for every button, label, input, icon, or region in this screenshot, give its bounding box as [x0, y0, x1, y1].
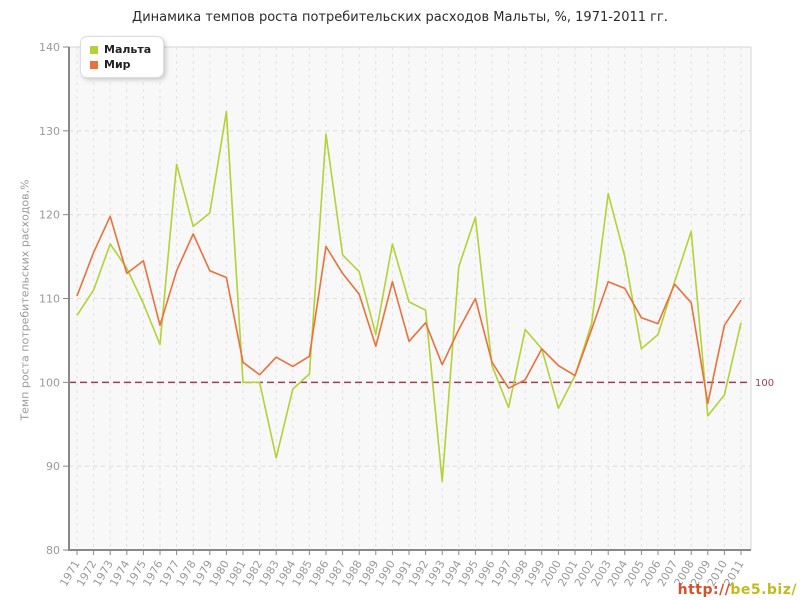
legend-item-malta: Мальта: [90, 42, 151, 57]
legend-label-malta: Мальта: [104, 43, 152, 56]
watermark-domain: be5.biz/: [730, 582, 797, 598]
watermark-link[interactable]: http://be5.biz/: [678, 582, 797, 598]
y-tick-label: 90: [46, 460, 60, 473]
y-tick-label: 120: [39, 209, 60, 222]
series-line-mir: [76, 215, 742, 405]
y-tick-label: 140: [39, 41, 60, 54]
mir-series-swatch: [90, 60, 98, 69]
series-line-malta: [76, 110, 742, 483]
legend-label-mir: Мир: [104, 58, 131, 71]
chart-title: Динамика темпов роста потребительских ра…: [132, 10, 668, 25]
y-tick-label: 80: [46, 544, 60, 557]
legend-item-mir: Мир: [90, 57, 151, 72]
reference-line-label: 100: [755, 378, 774, 389]
watermark-protocol: http://: [677, 582, 731, 598]
y-tick-label: 100: [39, 376, 60, 389]
malta-series-swatch: [90, 45, 98, 54]
y-tick-label: 130: [39, 125, 60, 138]
y-axis-title: Темп роста потребительских расходов,%: [18, 179, 32, 421]
y-tick-label: 110: [39, 293, 60, 306]
legend: Мальта Мир: [80, 36, 165, 78]
